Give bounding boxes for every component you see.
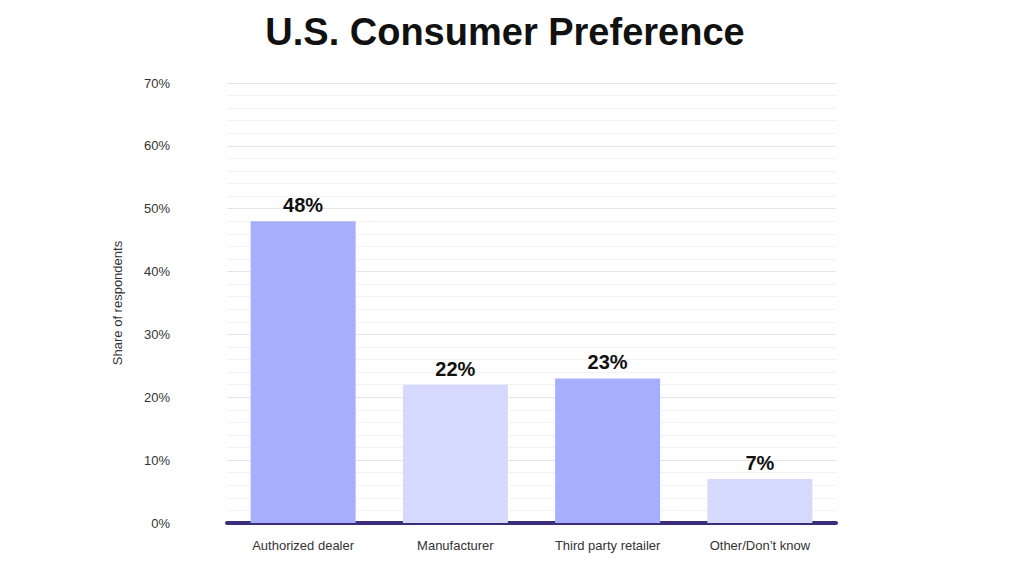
svg-text:30%: 30% bbox=[144, 327, 170, 342]
svg-text:Third party retailer: Third party retailer bbox=[555, 538, 661, 553]
svg-text:Manufacturer: Manufacturer bbox=[417, 538, 494, 553]
svg-text:7%: 7% bbox=[745, 452, 774, 474]
svg-text:22%: 22% bbox=[435, 358, 475, 380]
svg-text:60%: 60% bbox=[144, 138, 170, 153]
svg-text:50%: 50% bbox=[144, 201, 170, 216]
svg-text:Authorized dealer: Authorized dealer bbox=[252, 538, 355, 553]
svg-text:U.S. Consumer Preference: U.S. Consumer Preference bbox=[265, 11, 744, 53]
svg-text:23%: 23% bbox=[588, 351, 628, 373]
svg-text:Other/Don’t know: Other/Don’t know bbox=[710, 538, 811, 553]
svg-text:40%: 40% bbox=[144, 264, 170, 279]
svg-text:0%: 0% bbox=[151, 516, 170, 531]
svg-text:20%: 20% bbox=[144, 390, 170, 405]
svg-text:48%: 48% bbox=[283, 194, 323, 216]
svg-text:Share of respondents: Share of respondents bbox=[110, 240, 125, 365]
svg-text:70%: 70% bbox=[144, 76, 170, 91]
svg-text:10%: 10% bbox=[144, 453, 170, 468]
